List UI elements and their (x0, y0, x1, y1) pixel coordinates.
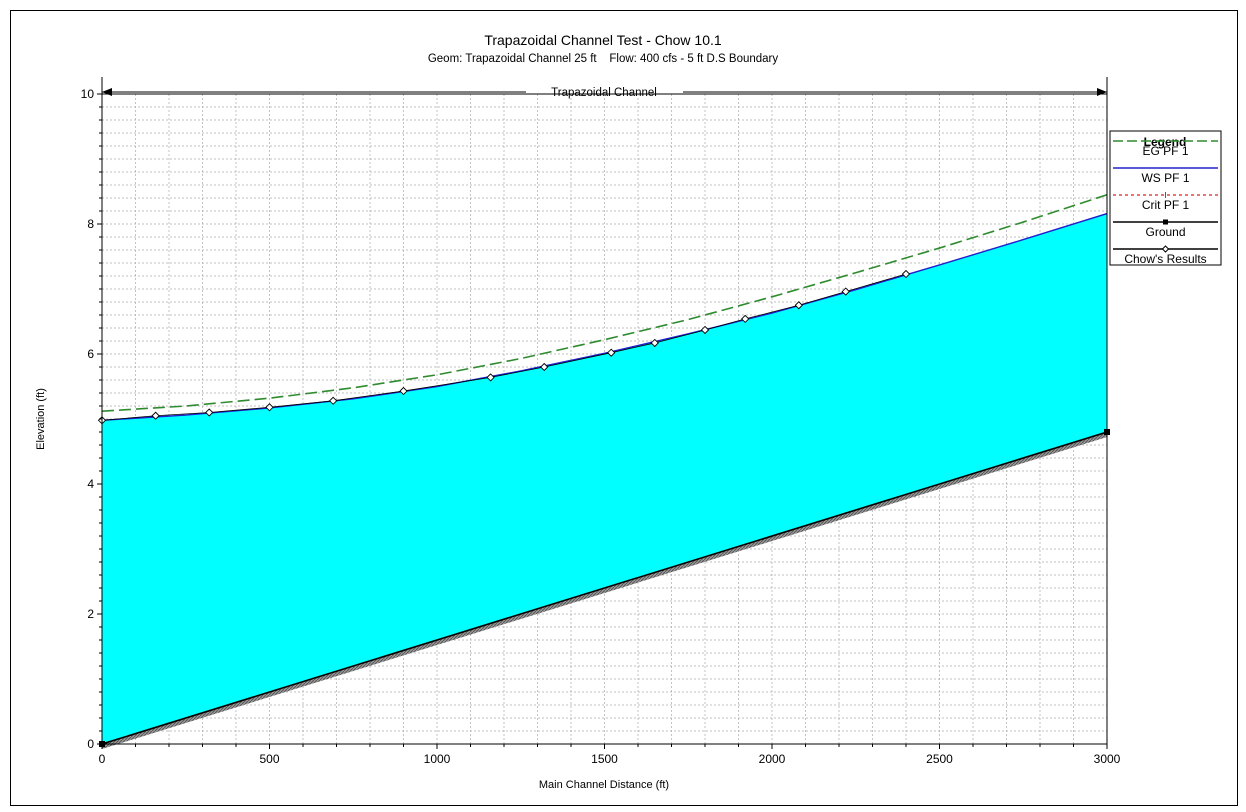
legend-marker-diamond (1161, 245, 1170, 253)
y-tick-label: 0 (87, 737, 94, 751)
y-axis-ticks: 0 2 4 6 8 10 (81, 87, 102, 751)
chows-result-point (794, 301, 803, 310)
ground-hatch (102, 432, 1107, 749)
x-tick-label: 2000 (759, 752, 786, 766)
legend-entry-label: Chow's Results (1124, 252, 1206, 266)
x-tick-label: 3000 (1094, 752, 1121, 766)
eg-line (102, 193, 1107, 412)
x-tick-label: 0 (99, 752, 106, 766)
y-tick-label: 2 (87, 607, 94, 621)
legend: Legend EG PF 1 WS PF 1 Crit PF 1 Ground Chow… (1109, 130, 1222, 266)
legend-entry-label: WS PF 1 (1141, 171, 1189, 185)
y-tick-label: 6 (87, 347, 94, 361)
legend-marker-square (1163, 219, 1168, 225)
legend-entry-label: EG PF 1 (1142, 144, 1188, 158)
chows-result-point (151, 411, 160, 420)
reach-label: Trapazoidal Channel (551, 87, 657, 99)
chart-subtitle: Geom: Trapazoidal Channel 25 ft Flow: 40… (428, 53, 779, 65)
reach-arrow-head-right (1097, 88, 1107, 96)
reach-arrow-head-left (102, 88, 112, 96)
y-tick-label: 4 (87, 477, 94, 491)
chows-result-point (741, 314, 750, 324)
water-fill (102, 213, 1107, 745)
series-markers (97, 269, 1110, 747)
chows-result-point (607, 348, 616, 357)
ground-fill (102, 432, 1107, 749)
chows-result-point (700, 325, 710, 335)
reach-extent-marker: Trapazoidal Channel (101, 77, 1108, 99)
chows-result-point (265, 403, 274, 412)
water-area (102, 213, 1107, 745)
chart-frame: Trapazoidal Channel Test - Chow 10.1 Geo… (10, 10, 1238, 806)
y-axis-label: Elevation (ft) (35, 388, 47, 450)
legend-entry-label: Ground (1145, 225, 1185, 239)
chows-result-point (841, 287, 850, 296)
x-tick-label: 2500 (926, 752, 953, 766)
x-tick-label: 1000 (424, 752, 451, 766)
x-axis-ticks: 0 500 1000 1500 2000 2500 3000 (99, 744, 1121, 766)
chows-result-point (329, 396, 338, 405)
chows-result-point (901, 269, 911, 279)
y-tick-label: 10 (81, 87, 95, 101)
water-surface-profile-chart: Trapazoidal Channel Test - Chow 10.1 Geo… (35, 32, 1222, 791)
x-tick-label: 1500 (591, 752, 618, 766)
legend-entries: EG PF 1 WS PF 1 Crit PF 1 Ground Chow's Resu… (1113, 140, 1218, 266)
x-tick-label: 500 (259, 752, 279, 766)
chows-result-point (399, 386, 408, 396)
chows-result-point (486, 373, 495, 382)
ground-line (102, 431, 1107, 744)
chart-title: Trapazoidal Channel Test - Chow 10.1 (484, 32, 722, 48)
chows-result-point (650, 338, 659, 348)
legend-entry-label: Crit PF 1 (1142, 198, 1190, 212)
x-axis-label: Main Channel Distance (ft) (539, 779, 669, 791)
chows-result-point (540, 362, 549, 372)
y-tick-label: 8 (87, 217, 94, 231)
chows-result-point (205, 408, 214, 417)
legend-title: Legend (1144, 135, 1187, 149)
